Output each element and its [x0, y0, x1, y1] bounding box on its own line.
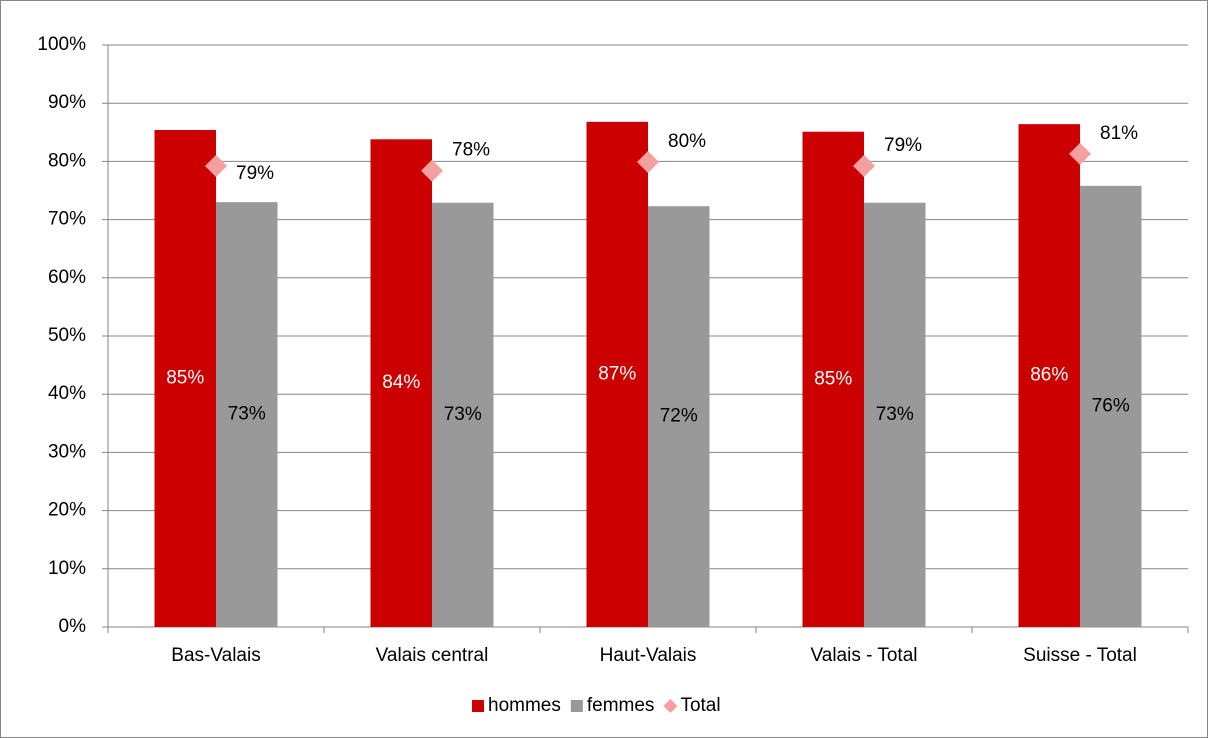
y-tick-label: 70%	[48, 209, 86, 230]
data-label: 73%	[876, 404, 914, 425]
bar	[648, 206, 710, 628]
x-tick-label: Haut-Valais	[600, 645, 697, 666]
bar	[1018, 124, 1080, 627]
data-label: 85%	[814, 368, 852, 389]
bar	[154, 129, 216, 628]
bar	[1080, 185, 1142, 627]
y-tick-label: 60%	[48, 267, 86, 288]
y-tick-label: 90%	[48, 92, 86, 113]
bar	[216, 202, 278, 627]
y-tick-label: 80%	[48, 150, 86, 171]
marker	[637, 150, 659, 173]
legend-label: femmes	[587, 695, 655, 716]
x-tick-label: Bas-Valais	[171, 645, 260, 666]
bar	[432, 202, 494, 628]
data-label: 79%	[884, 135, 922, 156]
legend-swatch	[570, 700, 583, 712]
y-tick-label: 10%	[48, 558, 86, 579]
legend-label: hommes	[488, 695, 561, 716]
data-label: 79%	[236, 163, 274, 184]
x-tick-label: Valais central	[376, 645, 489, 666]
data-label: 86%	[1030, 365, 1068, 386]
data-label: 81%	[1100, 123, 1138, 144]
legend-swatch	[472, 700, 484, 712]
bar	[370, 139, 432, 627]
marker	[853, 155, 875, 178]
data-label: 72%	[660, 406, 698, 427]
data-label: 84%	[382, 372, 420, 393]
data-label: 78%	[452, 140, 490, 161]
legend-label: Total	[680, 695, 720, 716]
marker	[1069, 142, 1091, 165]
marker	[421, 159, 443, 182]
data-label: 73%	[444, 404, 482, 425]
bar	[864, 202, 926, 628]
legend-swatch	[663, 699, 678, 713]
y-tick-label: 40%	[48, 383, 86, 404]
y-tick-label: 100%	[37, 34, 86, 55]
x-tick-label: Valais - Total	[810, 645, 917, 666]
data-label: 76%	[1092, 395, 1130, 416]
data-label: 73%	[228, 404, 266, 425]
data-label: 85%	[166, 368, 204, 389]
y-tick-label: 30%	[48, 441, 86, 462]
data-label: 80%	[668, 131, 706, 152]
bar	[802, 131, 864, 627]
x-tick-label: Suisse - Total	[1023, 645, 1137, 666]
y-tick-label: 20%	[48, 500, 86, 521]
data-label: 87%	[598, 363, 636, 384]
y-tick-label: 50%	[48, 325, 86, 346]
y-tick-label: 0%	[59, 616, 87, 637]
bar	[586, 121, 648, 627]
marker	[205, 155, 227, 178]
